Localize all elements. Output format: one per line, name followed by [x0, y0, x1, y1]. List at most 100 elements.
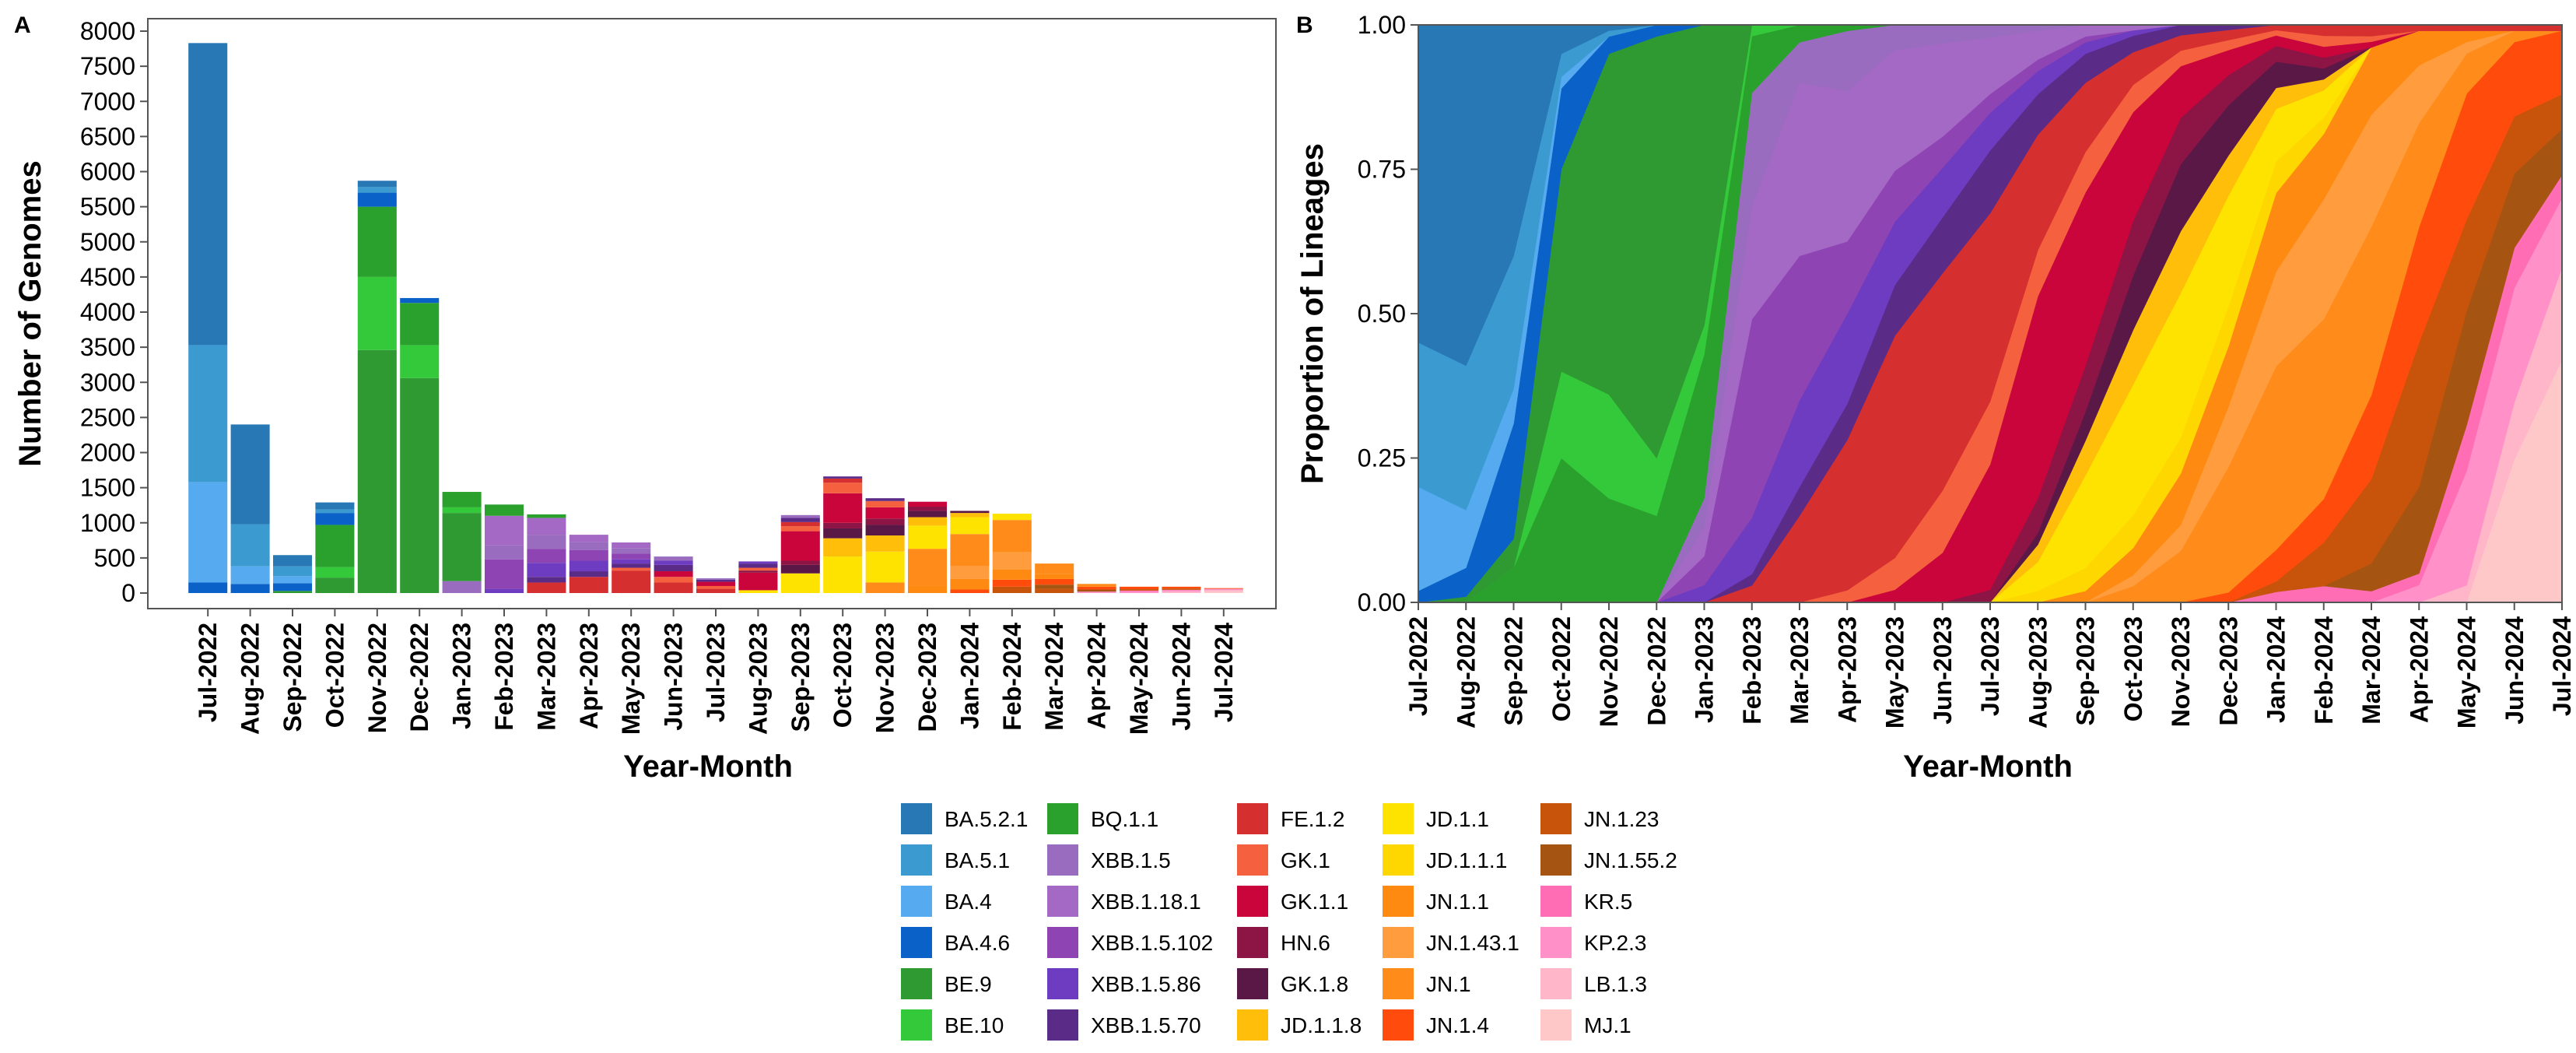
x-tick-label: Sep-2023 [787, 623, 815, 732]
bar-segment-be-9 [357, 349, 397, 593]
x-tick-label: Feb-2023 [1738, 616, 1766, 725]
bar-segment-xbb-1-5-70 [654, 564, 693, 572]
y-tick-label: 5500 [80, 193, 135, 221]
panel-a-x-ticks: Jul-2022 Aug-2022 Sep-2022 Oct-2022 Nov-2022… [194, 609, 1238, 735]
bar-segment-jd-1-1-8 [865, 535, 905, 552]
x-tick-label: Apr-2023 [1833, 616, 1861, 723]
bar-segment-xbb-1-5 [442, 581, 482, 593]
x-tick-label: Nov-2023 [2167, 616, 2195, 727]
bar-segment-jn-1 [1035, 563, 1074, 574]
x-tick-label: Jan-2023 [448, 623, 476, 729]
y-tick-label: 4500 [80, 263, 135, 291]
bar-segment-ba-4-6 [188, 582, 228, 593]
legend-label: MJ.1 [1584, 1013, 1631, 1037]
legend-label: JN.1.55.2 [1584, 848, 1677, 872]
panel-b: B 0.00 0.25 0.50 0.75 1.00 Jul-2022 Aug-2022 S… [1295, 11, 2576, 784]
bar-segment-fe-1-2 [527, 582, 566, 593]
bar-segment-gk-1-8 [950, 511, 990, 514]
bar-segment-gk-1-1 [696, 581, 736, 586]
bar-segment-ba-5-2-1 [230, 424, 270, 525]
bar-segment-ba-5-2-1 [272, 555, 313, 567]
bar-segment-be-10 [400, 345, 440, 378]
bar-segment-jn-1-4 [1119, 586, 1159, 590]
legend-label: BA.5.1 [945, 848, 1010, 872]
bar-segment-xbb-1-5-86 [738, 561, 778, 564]
legend-label: BQ.1.1 [1091, 807, 1158, 831]
bar-segment-gk-1 [780, 526, 820, 532]
legend-label: KP.2.3 [1584, 931, 1646, 955]
y-tick-label: 1.00 [1358, 11, 1406, 39]
y-tick-label: 0.50 [1358, 300, 1406, 328]
bar-segment-bq-1-1 [400, 303, 440, 346]
panel-b-y-axis-label: Proportion of Lineages [1295, 143, 1330, 484]
legend-label: BA.5.2.1 [945, 807, 1028, 831]
bar-segment-xbb-1-18-1 [612, 542, 651, 549]
bar-segment-jn-1-4 [992, 579, 1032, 587]
bar-segment-gk-1-1 [738, 572, 778, 591]
bar-segment-hn-6 [780, 560, 820, 565]
x-tick-label: Dec-2023 [913, 623, 941, 732]
bar-segment-gk-1-1 [780, 531, 820, 561]
legend: BA.5.2.1 BA.5.1 BA.4 BA.4.6 BE.9 BE.10 BQ.1.1 X… [901, 803, 1677, 1041]
legend-label: BE.10 [945, 1013, 1004, 1037]
x-tick-label: May-2023 [1881, 616, 1909, 728]
bar-segment-xbb-1-5-86 [654, 560, 693, 565]
bar-segment-kp-2-3 [1162, 589, 1201, 592]
legend-label: GK.1.8 [1281, 972, 1348, 996]
bar-segment-ba-5-1 [188, 345, 228, 483]
y-tick-label: 6500 [80, 122, 135, 150]
bar-segment-xbb-1-18-1 [484, 515, 524, 546]
bar-segment-jd-1-1 [780, 573, 820, 593]
bar-segment-ba-4 [272, 576, 313, 584]
bar-segment-jn-1-1 [992, 569, 1032, 580]
legend-label: JD.1.1.1 [1426, 848, 1507, 872]
bar-segment-xbb-1-18-1 [527, 518, 566, 535]
legend-label: JN.1.4 [1426, 1013, 1489, 1037]
y-tick-label: 1500 [80, 474, 135, 502]
bar-segment-xbb-1-5-102 [527, 549, 566, 563]
bar-segment-hn-6 [738, 570, 778, 573]
y-tick-label: 1000 [80, 509, 135, 537]
legend-label: LB.1.3 [1584, 972, 1647, 996]
bar-segment-gk-1 [612, 567, 651, 571]
bar-segment-xbb-1-18-1 [569, 535, 608, 542]
legend-label: GK.1.1 [1281, 890, 1348, 914]
legend-label: XBB.1.5.102 [1091, 931, 1213, 955]
x-tick-label: Aug-2022 [237, 623, 265, 735]
bar-segment-jn-1-23 [992, 586, 1032, 593]
y-tick-label: 0.00 [1358, 588, 1406, 616]
bar-segment-gk-1-8 [780, 564, 820, 574]
x-tick-label: Jun-2024 [1167, 623, 1195, 731]
bar-segment-jn-1-23 [1162, 588, 1201, 590]
x-tick-label: Sep-2022 [1500, 616, 1528, 726]
bar-segment-gk-1-8 [865, 525, 905, 535]
x-tick-label: Oct-2022 [1547, 616, 1575, 721]
panel-a-bars [188, 43, 1243, 593]
x-tick-label: Feb-2023 [490, 623, 518, 731]
bar-segment-jd-1-1 [992, 514, 1032, 521]
legend-swatch [1540, 968, 1572, 999]
bar-segment-ba-5-1 [230, 524, 270, 567]
bar-segment-jn-1-4 [1077, 586, 1116, 590]
x-tick-label: Nov-2023 [871, 623, 899, 733]
legend-swatch [1383, 803, 1414, 834]
x-tick-label: Nov-2022 [363, 623, 391, 733]
y-tick-label: 8000 [80, 17, 135, 45]
bar-segment-ba-4 [188, 482, 228, 583]
x-tick-label: May-2024 [1125, 623, 1153, 735]
x-tick-label: Jul-2022 [194, 623, 222, 722]
bar-segment-fe-1-2 [823, 478, 863, 483]
legend-swatch [1237, 1009, 1268, 1041]
bar-segment-xbb-1-5-70 [780, 518, 820, 522]
y-tick-label: 0.75 [1358, 156, 1406, 184]
bar-segment-jn-1 [992, 520, 1032, 553]
bar-segment-xbb-1-5-70 [696, 579, 736, 582]
x-tick-label: Mar-2023 [1786, 616, 1814, 725]
bar-segment-xbb-1-5-70 [527, 577, 566, 583]
bar-segment-gk-1-1 [823, 493, 863, 523]
y-tick-label: 500 [94, 544, 135, 572]
bar-segment-fe-1-2 [780, 521, 820, 527]
legend-label: HN.6 [1281, 931, 1330, 955]
bar-segment-bq-1-1 [484, 504, 524, 516]
bar-segment-xbb-1-5 [780, 514, 820, 518]
